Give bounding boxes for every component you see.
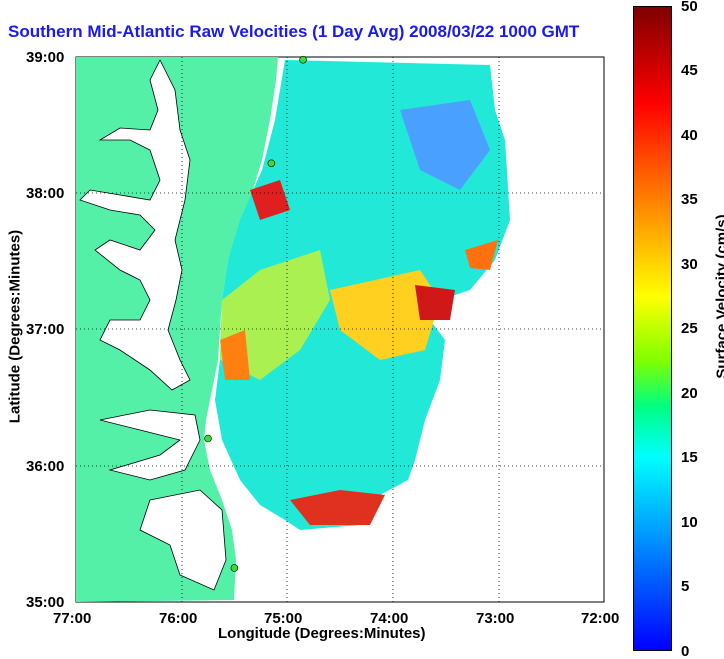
x-tick-5: 73:00: [476, 610, 515, 627]
velocity-patch-orange: [465, 240, 498, 270]
velocity-patch-red-2: [415, 285, 455, 320]
x-tick-4: 74:00: [370, 610, 409, 627]
x-axis-label: Longitude (Degrees:Minutes): [218, 625, 426, 642]
velocity-patch-green: [220, 250, 330, 380]
cbar-tick-15: 15: [681, 449, 698, 466]
cbar-tick-20: 20: [681, 385, 698, 402]
y-tick-2: 38:00: [26, 185, 65, 202]
station-markers: [204, 55, 307, 572]
map-title: Southern Mid-Atlantic Raw Velocities (1 …: [8, 22, 580, 41]
cbar-tick-0: 0: [681, 643, 690, 659]
y-tick-4: 36:00: [26, 458, 65, 475]
map-grid: [76, 57, 604, 602]
colorbar-label: Surface Velocity (cm/s): [713, 214, 724, 379]
x-tick-2: 76:00: [159, 610, 198, 627]
x-tick-1: 77:00: [53, 610, 92, 627]
albemarle-sound: [99, 409, 201, 481]
pamlico-sound: [139, 489, 227, 591]
cbar-tick-50: 50: [681, 0, 698, 15]
y-tick-1: 39:00: [26, 49, 65, 66]
cbar-tick-40: 40: [681, 127, 698, 144]
cbar-tick-25: 25: [681, 320, 698, 337]
cbar-tick-30: 30: [681, 256, 698, 273]
colorbar: [633, 6, 672, 651]
cbar-tick-5: 5: [681, 578, 690, 595]
velocity-patch-yellow: [330, 270, 440, 360]
y-tick-5: 35:00: [26, 594, 65, 611]
velocity-patch-blue: [400, 100, 490, 190]
cbar-tick-10: 10: [681, 514, 698, 531]
y-tick-3: 37:00: [26, 321, 65, 338]
chesapeake-bay: [79, 59, 191, 391]
velocity-patch-red-3: [290, 490, 385, 525]
station-marker: [230, 564, 239, 572]
x-tick-3: 75:00: [264, 610, 303, 627]
cbar-tick-45: 45: [681, 62, 698, 79]
station-marker: [299, 55, 307, 64]
y-axis-label: Latitude (Degrees:Minutes): [6, 229, 24, 424]
velocity-patch-orange-2: [220, 330, 250, 380]
station-marker: [267, 159, 276, 168]
cbar-tick-35: 35: [681, 191, 698, 208]
velocity-patch-red: [250, 180, 290, 220]
x-tick-6: 72:00: [581, 610, 620, 627]
station-marker: [204, 434, 212, 443]
